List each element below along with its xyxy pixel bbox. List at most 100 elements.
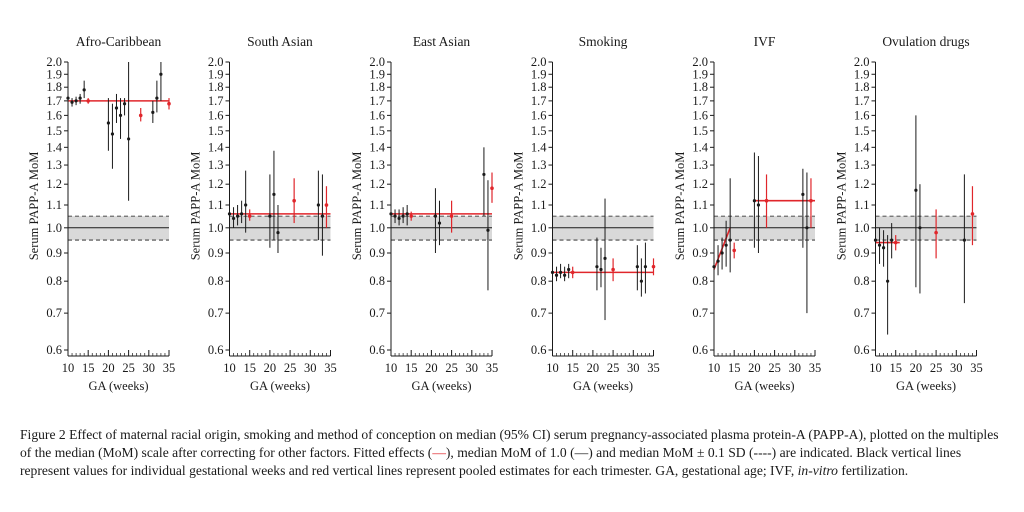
weekly-point (397, 216, 401, 221)
weekly-point (962, 238, 966, 242)
caption-label: Figure 2 (20, 427, 66, 442)
y-tick-label: 1.3 (208, 158, 224, 172)
y-tick-label: 1.2 (692, 177, 708, 191)
y-tick-label: 1.5 (46, 124, 62, 138)
y-tick-label: 1.3 (369, 158, 385, 172)
weekly-point (877, 243, 882, 247)
chart-panel-2: South Asian 0.6 0.7 0.8 0.9 1.0 1.1 1.2 1.3 1.4 1.… (189, 34, 337, 393)
x-tick-label: 20 (102, 361, 115, 375)
weekly-point (235, 214, 240, 218)
weekly-point (114, 106, 119, 110)
y-tick-label: 1.7 (854, 94, 870, 108)
weekly-point (110, 132, 115, 136)
weekly-point (724, 243, 728, 247)
weekly-point (393, 214, 397, 218)
y-tick-label: 1.1 (46, 198, 62, 212)
y-tick-label: 1.9 (854, 67, 870, 81)
weekly-point (272, 192, 276, 196)
y-tick-label: 1.3 (854, 158, 870, 172)
weekly-point (240, 212, 244, 216)
y-tick-label: 1.0 (369, 221, 385, 235)
weekly-point (106, 121, 110, 125)
x-axis-label: GA (weeks) (88, 379, 148, 393)
weekly-point (599, 267, 603, 272)
caption-ivf-term: in-vitro (797, 463, 838, 479)
y-tick-label: 1.2 (369, 177, 385, 191)
y-tick-label: 0.9 (208, 246, 224, 260)
weekly-point (918, 226, 922, 230)
x-tick-label: 10 (869, 361, 882, 375)
y-tick-label: 1.6 (46, 108, 62, 122)
weekly-point (752, 199, 757, 203)
weekly-point (389, 212, 393, 216)
y-tick-label: 1.8 (692, 80, 708, 94)
caption-median-symbol: — (574, 445, 589, 461)
x-tick-label: 25 (930, 361, 943, 375)
trimester-point (651, 264, 656, 269)
weekly-point (66, 96, 70, 100)
y-tick-label: 1.8 (46, 80, 62, 94)
x-tick-label: 30 (789, 361, 802, 375)
weekly-point (890, 238, 894, 242)
y-tick-label: 0.8 (531, 274, 547, 288)
y-tick-label: 1.0 (854, 221, 870, 235)
x-tick-label: 30 (304, 361, 317, 375)
weekly-point (567, 267, 571, 272)
y-tick-label: 0.6 (208, 343, 224, 357)
y-tick-label: 0.7 (369, 306, 385, 320)
y-tick-label: 1.1 (369, 198, 385, 212)
y-tick-label: 1.4 (531, 140, 547, 154)
y-tick-label: 0.8 (46, 274, 62, 288)
x-tick-label: 20 (264, 361, 277, 375)
trimester-point (138, 113, 143, 118)
weekly-point (127, 137, 131, 141)
y-tick-label: 1.4 (369, 140, 385, 154)
x-tick-label: 10 (546, 361, 559, 375)
x-tick-label: 15 (728, 361, 741, 375)
y-tick-label: 2.0 (854, 55, 870, 69)
y-tick-label: 0.6 (46, 343, 62, 357)
x-tick-label: 20 (910, 361, 923, 375)
weekly-point (244, 203, 248, 207)
x-tick-label: 35 (163, 361, 176, 375)
y-tick-label: 1.7 (531, 94, 547, 108)
panel-title: Afro-Caribbean (76, 34, 162, 49)
x-tick-label: 35 (809, 361, 822, 375)
weekly-point (720, 251, 724, 255)
y-tick-label: 1.8 (531, 80, 547, 94)
x-tick-label: 25 (122, 361, 135, 375)
y-tick-label: 1.3 (692, 158, 708, 172)
weekly-point (159, 72, 163, 76)
weekly-point (74, 99, 78, 103)
weekly-point (78, 96, 82, 100)
y-tick-label: 1.8 (369, 80, 385, 94)
y-tick-label: 1.4 (692, 140, 708, 154)
y-tick-label: 0.9 (692, 246, 708, 260)
weekly-point (401, 214, 405, 218)
y-tick-label: 1.4 (46, 140, 62, 154)
y-tick-label: 1.0 (208, 221, 224, 235)
x-tick-label: 20 (748, 361, 761, 375)
y-tick-label: 0.7 (208, 306, 224, 320)
panel-title: Ovulation drugs (882, 34, 969, 49)
weekly-point (320, 214, 325, 218)
trimester-point (764, 198, 769, 203)
weekly-point (231, 216, 236, 221)
x-tick-label: 15 (243, 361, 256, 375)
y-tick-label: 2.0 (692, 55, 708, 69)
panel-title: Smoking (579, 34, 628, 49)
weekly-point (595, 265, 599, 269)
y-tick-label: 1.3 (46, 158, 62, 172)
weekly-point (122, 102, 127, 106)
weekly-point (550, 270, 555, 274)
y-tick-label: 1.7 (208, 94, 224, 108)
y-tick-label: 1.0 (692, 221, 708, 235)
y-tick-label: 1.9 (208, 67, 224, 81)
trimester-point (167, 101, 171, 106)
y-tick-label: 1.0 (46, 221, 62, 235)
x-tick-label: 15 (889, 361, 902, 375)
y-tick-label: 0.6 (692, 343, 708, 357)
y-tick-label: 1.9 (369, 67, 385, 81)
x-tick-label: 35 (486, 361, 499, 375)
